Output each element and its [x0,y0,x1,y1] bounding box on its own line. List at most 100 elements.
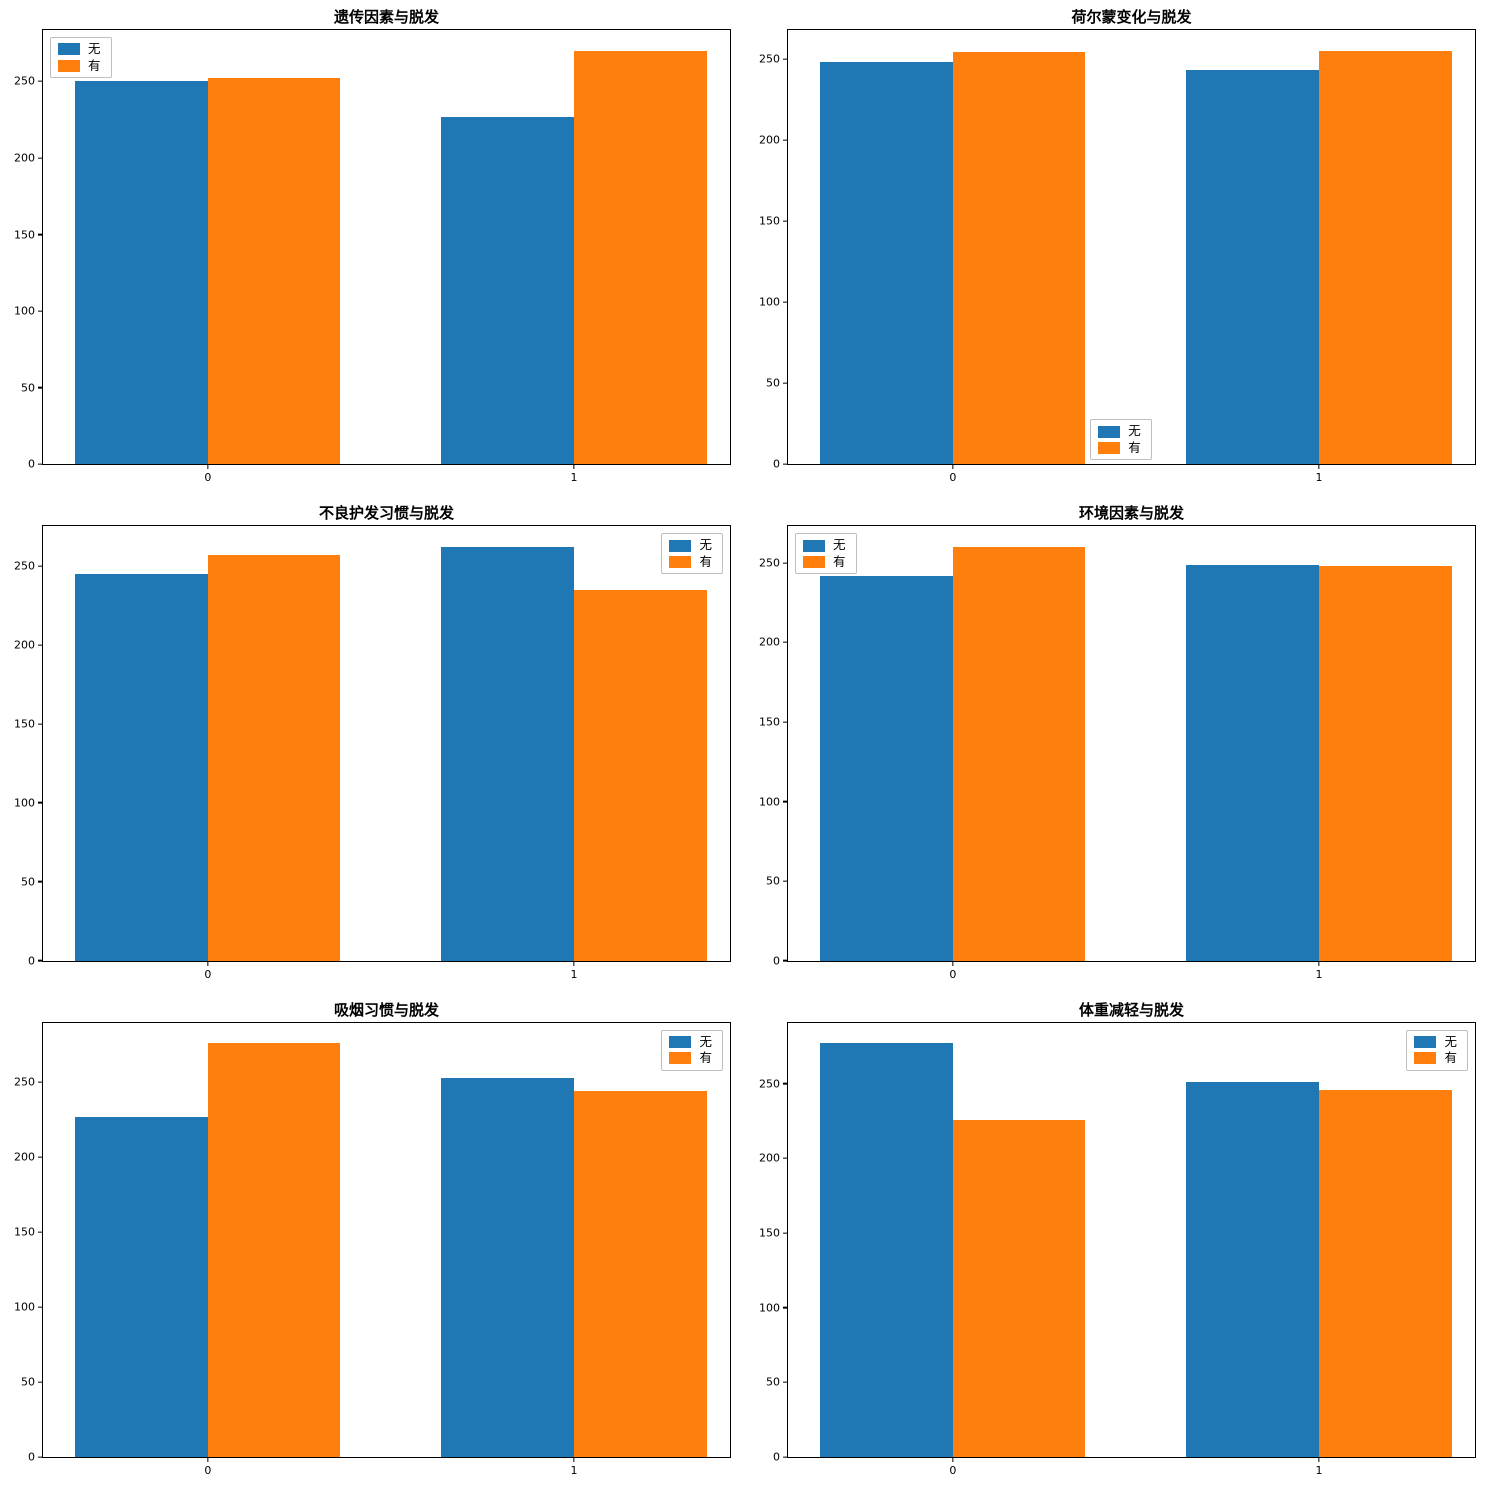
legend-swatch [669,1035,692,1048]
x-tick-label: 1 [570,471,578,485]
plot-area: 0 50 100 150 200 250 0 1 无有 [14,525,731,980]
y-tick-mark [38,387,42,389]
bar-无-0 [75,1116,208,1457]
y-tick-label: 100 [14,796,35,810]
y-tick-mark [783,220,787,222]
legend-swatch [803,556,825,569]
y-tick-label: 150 [14,717,35,731]
legend-label: 无 [699,1033,712,1049]
legend-item: 有 [58,59,101,73]
y-tick-mark [783,1456,787,1458]
legend-label: 有 [833,553,846,569]
chart-title: 遗传因素与脱发 [333,8,439,26]
y-tick-label: 250 [759,52,780,66]
y-tick-label: 50 [21,1375,35,1389]
bar-无-0 [820,575,953,961]
bar-有-1 [1319,566,1452,961]
bar-无-1 [1186,70,1320,465]
plot-area: 0 50 100 150 200 250 0 1 无有 [14,1021,731,1476]
legend-label: 有 [1128,439,1141,455]
y-tick-mark [38,644,42,646]
bar-有-0 [952,52,1086,465]
legend: 无有 [1406,1029,1468,1071]
x-tick-label: 0 [949,1464,957,1477]
y-tick-label: 250 [14,559,35,573]
bar-有-1 [574,589,707,961]
bar-无-0 [75,573,208,961]
bar-有-1 [1319,1089,1452,1457]
legend: 无有 [661,1029,723,1071]
bar-有-1 [1319,50,1452,465]
legend-swatch [669,556,692,569]
legend-swatch [1414,1052,1437,1065]
y-tick-label: 200 [759,1151,780,1165]
y-tick-mark [783,880,787,882]
x-tick-mark [207,465,209,470]
y-tick-mark [783,1083,787,1085]
plot-area: 0 50 100 150 200 250 0 1 无有 [14,29,731,483]
y-tick-label: 100 [759,795,780,809]
y-tick-mark [38,1381,42,1383]
legend: 无有 [50,37,112,78]
legend-item: 有 [669,555,712,569]
legend-item: 无 [803,539,846,552]
x-tick-mark [1318,465,1320,470]
plot-area: 0 50 100 150 200 250 0 1 无有 [759,525,1476,980]
x-tick-mark [1318,961,1320,966]
y-tick-mark [38,881,42,883]
x-tick-mark [573,465,575,470]
x-tick-mark [952,465,954,470]
legend-item: 有 [1098,439,1141,455]
bar-无-0 [820,1043,953,1457]
legend-label: 有 [1444,1050,1457,1066]
legend-label: 无 [1444,1033,1457,1049]
bar-无-1 [1186,564,1320,961]
y-tick-label: 150 [759,1226,780,1240]
bar-有-0 [207,78,341,465]
chart-title: 吸烟习惯与脱发 [333,1000,439,1019]
y-tick-label: 100 [759,295,780,309]
y-tick-label: 250 [14,74,35,88]
x-tick-label: 0 [949,967,957,981]
x-tick-mark [207,961,209,966]
y-tick-label: 250 [759,1077,780,1091]
subplot-hormonal: 荷尔蒙变化与脱发 0 50 100 150 200 250 0 1 无有 [745,0,1490,497]
y-tick-mark [38,233,42,236]
bar-有-1 [574,1091,707,1457]
x-tick-label: 0 [204,1464,212,1477]
legend-item: 有 [669,1052,712,1065]
y-tick-mark [38,1456,42,1458]
y-tick-mark [783,382,787,384]
x-tick-label: 1 [570,967,578,981]
y-tick-label: 0 [773,457,780,471]
chart-title: 不良护发习惯与脱发 [318,504,454,523]
y-tick-label: 0 [773,954,780,968]
y-tick-mark [38,1306,42,1308]
y-tick-mark [783,721,787,723]
legend-item: 无 [1098,425,1141,438]
y-tick-label: 100 [759,1301,780,1315]
y-tick-mark [783,301,787,303]
y-tick-mark [38,1231,42,1233]
y-tick-label: 150 [14,1225,35,1239]
legend-swatch [803,539,825,552]
legend-swatch [1098,442,1121,455]
x-tick-label: 0 [204,471,212,485]
bar-有-0 [952,547,1086,961]
legend-label: 无 [88,41,101,56]
x-tick-mark [952,1458,954,1462]
y-tick-label: 50 [21,381,35,395]
x-tick-label: 1 [1315,471,1323,485]
bar-无-1 [441,1077,575,1457]
bar-无-1 [441,547,575,961]
subplot-genetic: 遗传因素与脱发 0 50 100 150 200 250 0 1 无有 [0,0,745,497]
y-tick-label: 150 [14,228,35,242]
y-tick-label: 200 [14,151,35,165]
plot-area: 0 50 100 150 200 250 0 1 无有 [759,29,1476,483]
y-tick-mark [38,1156,42,1158]
y-tick-label: 0 [28,954,35,968]
plot-area: 0 50 100 150 200 250 0 1 无有 [759,1021,1476,1476]
y-tick-label: 50 [766,874,780,888]
y-tick-label: 150 [759,214,780,228]
